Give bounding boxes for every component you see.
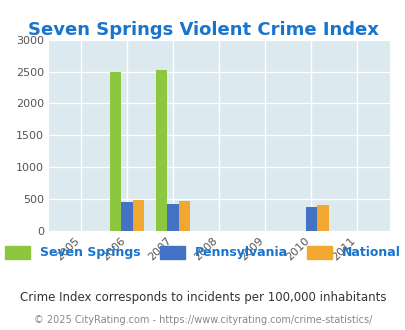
Bar: [179, 201, 190, 231]
Bar: [109, 72, 121, 231]
Bar: [156, 70, 167, 231]
Bar: [305, 207, 316, 231]
Bar: [132, 200, 144, 231]
Text: Seven Springs Violent Crime Index: Seven Springs Violent Crime Index: [28, 21, 377, 39]
Text: Crime Index corresponds to incidents per 100,000 inhabitants: Crime Index corresponds to incidents per…: [20, 290, 385, 304]
Bar: [316, 206, 328, 231]
Legend: Seven Springs, Pennsylvania, National: Seven Springs, Pennsylvania, National: [0, 241, 405, 264]
Bar: [167, 204, 179, 231]
Bar: [121, 202, 132, 231]
Text: © 2025 CityRating.com - https://www.cityrating.com/crime-statistics/: © 2025 CityRating.com - https://www.city…: [34, 315, 371, 325]
